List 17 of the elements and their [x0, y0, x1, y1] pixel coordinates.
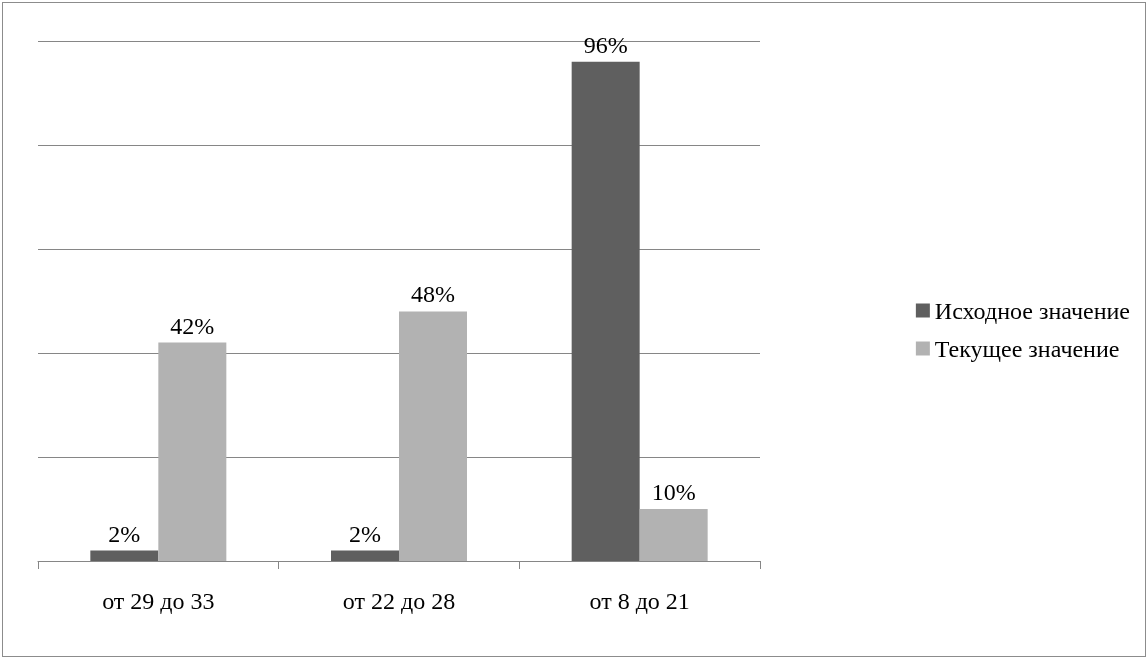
- data-label: 42%: [170, 312, 215, 339]
- bar: [639, 509, 708, 561]
- x-tick-label: от 22 до 28: [342, 588, 456, 614]
- bar: [571, 61, 640, 561]
- data-label: 10%: [651, 479, 696, 505]
- x-tick-label: от 8 до 21: [589, 588, 690, 614]
- bar: [90, 550, 159, 561]
- data-label: 48%: [411, 281, 455, 308]
- legend-label: Исходное значение: [934, 297, 1130, 324]
- bar: [158, 342, 227, 561]
- legend-label: Текущее значение: [934, 335, 1120, 362]
- data-label: 2%: [108, 520, 141, 547]
- bar: [399, 311, 467, 561]
- data-label: 2%: [349, 520, 381, 547]
- x-tick-label: от 29 до 33: [102, 588, 215, 614]
- data-label: 96%: [583, 31, 628, 58]
- bar: [331, 550, 399, 561]
